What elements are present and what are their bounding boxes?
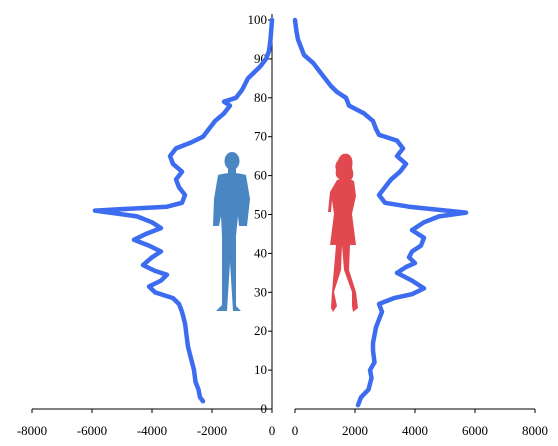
- right-x-tick-label: 6000: [462, 423, 488, 438]
- y-tick-label: 10: [254, 362, 267, 377]
- figures: [213, 152, 358, 312]
- right-x-tick-label: 2000: [342, 423, 368, 438]
- right-x-tick-label: 0: [292, 423, 299, 438]
- right-x-tick-label: 4000: [402, 423, 428, 438]
- y-tick-label: 70: [254, 129, 267, 144]
- left-x-tick-label: -2000: [197, 423, 227, 438]
- y-tick-label: 20: [254, 323, 267, 338]
- axes: 0102030405060708090100-8000-6000-4000-20…: [17, 12, 548, 438]
- left-x-tick-label: -8000: [17, 423, 47, 438]
- left-x-tick-label: -6000: [77, 423, 107, 438]
- right-population-line: [292, 17, 469, 408]
- left-x-tick-label: -4000: [137, 423, 167, 438]
- y-tick-label: 80: [254, 90, 267, 105]
- y-tick-label: 60: [254, 168, 267, 183]
- series-layer: [92, 17, 469, 408]
- female-silhouette-icon: [328, 153, 358, 312]
- male-silhouette-icon: [213, 152, 250, 311]
- y-tick-label: 30: [254, 284, 267, 299]
- y-tick-label: 100: [248, 12, 268, 27]
- left-population-line: [92, 17, 275, 404]
- right-x-tick-label: 8000: [522, 423, 548, 438]
- y-tick-label: 40: [254, 245, 267, 260]
- y-tick-label: 50: [254, 207, 267, 222]
- left-x-tick-label: 0: [269, 423, 276, 438]
